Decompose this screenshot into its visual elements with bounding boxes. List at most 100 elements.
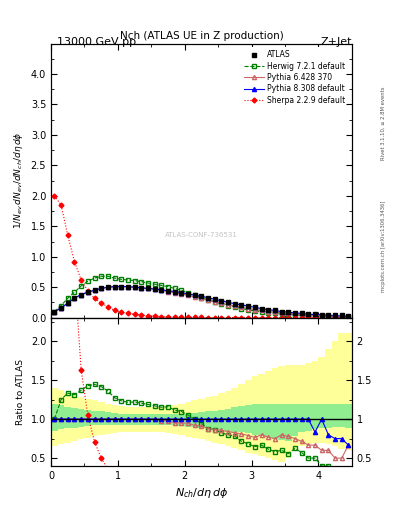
Pythia 6.428 370: [219, 300, 224, 306]
ATLAS: [206, 294, 211, 301]
ATLAS: [125, 284, 130, 290]
Bar: [58, 390, 64, 444]
Sherpa 2.2.9 default: [219, 314, 224, 321]
ATLAS: [52, 309, 57, 315]
Pythia 6.428 370: [105, 284, 110, 290]
Pythia 6.428 370: [166, 288, 171, 294]
Pythia 8.308 default: [59, 305, 64, 311]
Bar: [185, 414, 191, 427]
Herwig 7.2.1 default: [159, 282, 163, 288]
Pythia 6.428 370: [266, 309, 270, 315]
ATLAS: [219, 297, 224, 304]
Bar: [105, 412, 111, 424]
ATLAS: [266, 307, 270, 313]
Pythia 6.428 370: [279, 310, 284, 316]
ATLAS: [159, 287, 163, 293]
Pythia 8.308 default: [179, 290, 184, 296]
Pythia 6.428 370: [239, 304, 244, 310]
Pythia 8.308 default: [185, 291, 190, 297]
Sherpa 2.2.9 default: [306, 315, 310, 321]
Bar: [312, 403, 318, 429]
Sherpa 2.2.9 default: [319, 315, 324, 321]
Sherpa 2.2.9 default: [65, 232, 70, 239]
Pythia 6.428 370: [212, 299, 217, 305]
Bar: [131, 407, 138, 432]
Bar: [125, 407, 131, 432]
ATLAS: [119, 284, 123, 290]
Herwig 7.2.1 default: [92, 275, 97, 281]
Pythia 8.308 default: [65, 300, 70, 306]
Bar: [298, 365, 305, 446]
Sherpa 2.2.9 default: [145, 313, 150, 319]
Bar: [218, 393, 225, 444]
Pythia 6.428 370: [306, 312, 310, 318]
Pythia 6.428 370: [139, 285, 144, 291]
ATLAS: [72, 295, 77, 301]
Sherpa 2.2.9 default: [273, 314, 277, 321]
Sherpa 2.2.9 default: [59, 202, 64, 208]
Bar: [118, 406, 125, 432]
Pythia 6.428 370: [259, 307, 264, 313]
Bar: [138, 414, 145, 424]
Pythia 6.428 370: [185, 292, 190, 298]
ATLAS: [99, 285, 104, 291]
ATLAS: [332, 312, 337, 318]
Pythia 6.428 370: [72, 295, 77, 301]
Bar: [318, 357, 325, 442]
Line: ATLAS: ATLAS: [52, 284, 351, 318]
Bar: [225, 409, 231, 431]
Herwig 7.2.1 default: [266, 310, 270, 316]
Herwig 7.2.1 default: [319, 313, 324, 319]
ATLAS: [313, 311, 318, 317]
Bar: [118, 414, 125, 424]
Text: Z+Jet: Z+Jet: [320, 37, 352, 47]
Herwig 7.2.1 default: [132, 278, 137, 284]
Bar: [158, 407, 165, 432]
Bar: [171, 414, 178, 425]
ATLAS: [286, 309, 291, 315]
Herwig 7.2.1 default: [226, 303, 230, 309]
ATLAS: [226, 300, 230, 306]
Pythia 8.308 default: [112, 284, 117, 290]
Pythia 6.428 370: [199, 295, 204, 301]
Herwig 7.2.1 default: [259, 309, 264, 315]
Herwig 7.2.1 default: [179, 287, 184, 293]
Bar: [265, 403, 272, 437]
Pythia 8.308 default: [166, 288, 171, 294]
Sherpa 2.2.9 default: [105, 304, 110, 310]
ATLAS: [299, 310, 304, 316]
Pythia 6.428 370: [252, 307, 257, 313]
ATLAS: [193, 292, 197, 298]
Pythia 8.308 default: [79, 291, 84, 297]
Pythia 6.428 370: [119, 284, 123, 290]
Sherpa 2.2.9 default: [112, 307, 117, 313]
Pythia 6.428 370: [339, 313, 344, 319]
ATLAS: [326, 312, 331, 318]
Sherpa 2.2.9 default: [193, 314, 197, 321]
Sherpa 2.2.9 default: [72, 259, 77, 265]
Pythia 8.308 default: [92, 287, 97, 293]
Bar: [105, 403, 111, 434]
Sherpa 2.2.9 default: [119, 309, 123, 315]
Pythia 6.428 370: [125, 284, 130, 290]
Pythia 8.308 default: [72, 295, 77, 301]
Pythia 6.428 370: [65, 300, 70, 306]
Bar: [318, 403, 325, 429]
Pythia 6.428 370: [206, 297, 211, 303]
Bar: [292, 403, 298, 436]
Pythia 6.428 370: [152, 286, 157, 292]
Bar: [245, 380, 252, 453]
Bar: [51, 388, 58, 446]
Herwig 7.2.1 default: [306, 313, 310, 319]
ATLAS: [179, 290, 184, 296]
Title: Nch (ATLAS UE in Z production): Nch (ATLAS UE in Z production): [119, 31, 283, 41]
Bar: [111, 413, 118, 424]
Herwig 7.2.1 default: [279, 311, 284, 317]
Line: Pythia 6.428 370: Pythia 6.428 370: [52, 285, 351, 318]
Sherpa 2.2.9 default: [326, 315, 331, 321]
Pythia 8.308 default: [152, 286, 157, 292]
Bar: [278, 366, 285, 462]
Sherpa 2.2.9 default: [206, 314, 211, 321]
ATLAS: [199, 293, 204, 300]
Bar: [305, 363, 312, 444]
